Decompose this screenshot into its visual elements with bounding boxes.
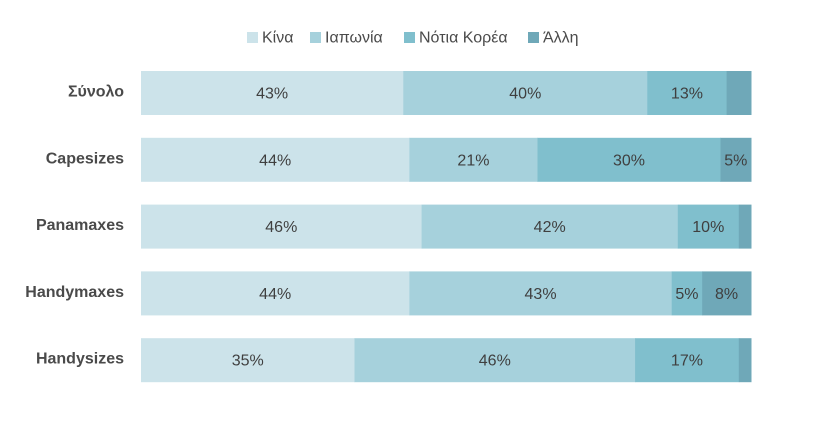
bar-label-4-0: 35% <box>232 353 264 370</box>
category-label-1: Capesizes <box>46 150 124 167</box>
legend-swatch-1 <box>310 32 321 43</box>
bar-4-1 <box>354 338 636 383</box>
legend-label-1: Ιαπωνία <box>325 30 383 47</box>
bar-4-0 <box>141 338 355 383</box>
bar-3-3 <box>702 271 752 316</box>
bar-3-0 <box>141 271 410 316</box>
legend-swatch-0 <box>247 32 258 43</box>
bar-label-1-3: 5% <box>724 152 747 169</box>
bar-3-1 <box>409 271 673 316</box>
legend-swatch-3 <box>528 32 539 43</box>
bar-2-1 <box>421 204 679 249</box>
category-labels: Σύνολο Capesizes Panamaxes Handymaxes Handys… <box>25 84 124 368</box>
chart-legend: Κίνα Ιαπωνία Νότια Κορέα Άλλη <box>247 30 579 47</box>
bar-label-3-2: 5% <box>675 286 698 303</box>
bar-label-3-3: 8% <box>715 286 738 303</box>
bar-label-2-0: 46% <box>265 219 297 236</box>
bar-label-1-0: 44% <box>259 152 291 169</box>
bar-1-3 <box>720 137 752 182</box>
legend-label-2: Νότια Κορέα <box>419 30 508 47</box>
bar-2-0 <box>141 204 423 249</box>
bar-2-3 <box>738 204 752 249</box>
legend-label-0: Κίνα <box>262 30 293 47</box>
bar-0-0 <box>141 71 404 115</box>
bar-2-2 <box>677 204 740 249</box>
bar-value-labels: 43% 40% 13% 44% 21% 30% 5% 46% 42% 10% 44% 43% 5% 8% 3… <box>232 86 748 370</box>
bar-label-1-1: 21% <box>457 152 489 169</box>
bar-label-1-2: 30% <box>613 152 645 169</box>
legend-swatch-2 <box>404 32 415 43</box>
bar-segments <box>141 71 752 383</box>
bar-0-1 <box>403 71 648 115</box>
bar-label-3-0: 44% <box>259 286 291 303</box>
bar-label-2-1: 42% <box>534 219 566 236</box>
category-label-3: Handymaxes <box>25 284 124 301</box>
legend-label-3: Άλλη <box>543 30 579 47</box>
bar-0-3 <box>726 71 752 115</box>
bar-label-3-1: 43% <box>525 286 557 303</box>
bar-label-4-1: 46% <box>479 353 511 370</box>
category-label-0: Σύνολο <box>68 84 124 101</box>
category-label-4: Handysizes <box>36 351 124 368</box>
bar-label-0-2: 13% <box>671 86 703 103</box>
bar-label-2-2: 10% <box>692 219 724 236</box>
bar-label-4-2: 17% <box>671 353 703 370</box>
category-label-2: Panamaxes <box>36 217 124 234</box>
bar-label-0-0: 43% <box>256 86 288 103</box>
bar-3-2 <box>671 271 703 316</box>
bar-0-2 <box>647 71 728 115</box>
bar-1-2 <box>537 137 721 182</box>
bar-4-2 <box>635 338 740 383</box>
bar-1-1 <box>409 137 538 182</box>
bar-label-0-1: 40% <box>509 86 541 103</box>
bar-1-0 <box>141 137 410 182</box>
bar-4-3 <box>738 338 752 383</box>
